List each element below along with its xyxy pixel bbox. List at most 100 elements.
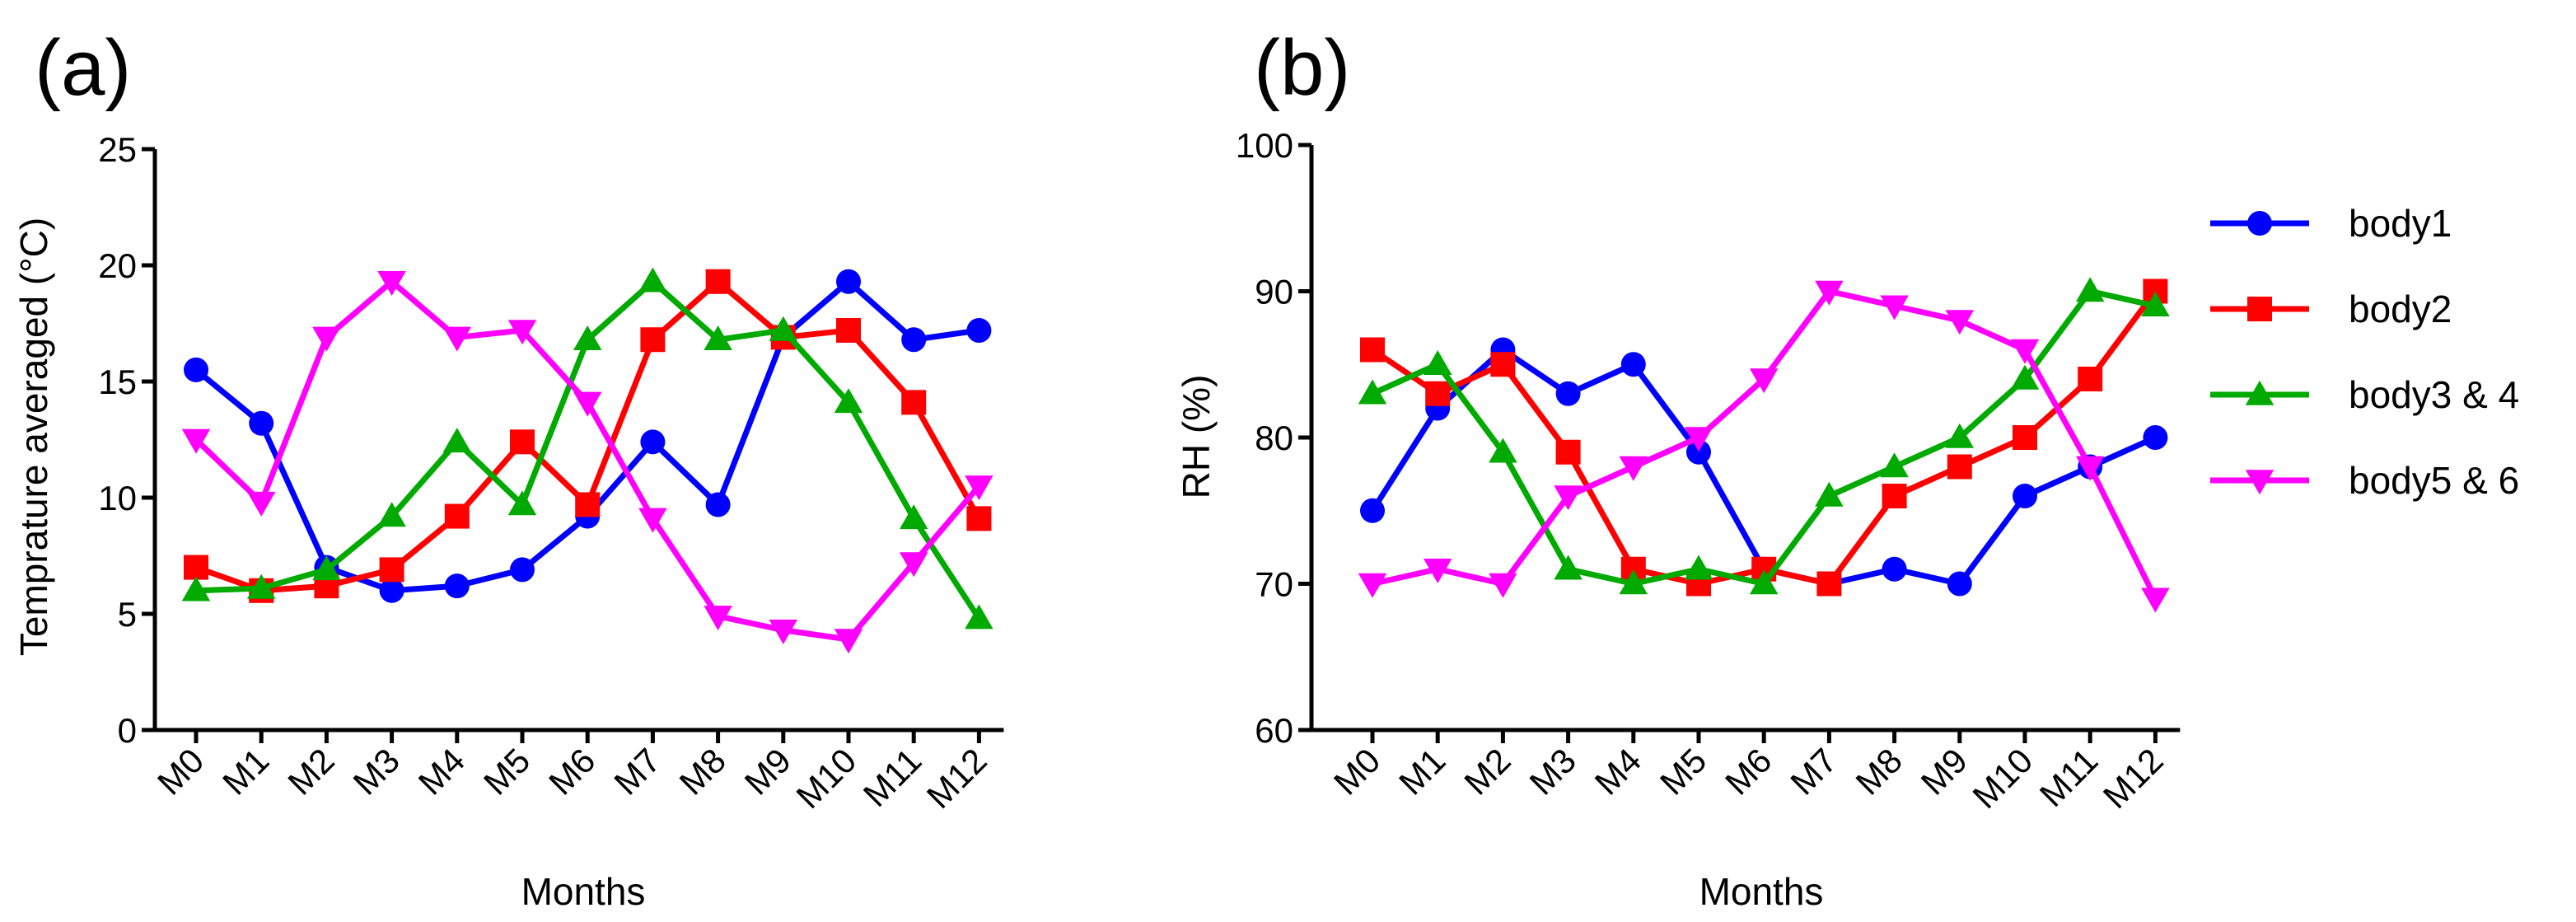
data-point-body5-6 [2141, 587, 2170, 613]
data-point-body5-6 [246, 491, 276, 517]
x-axis-label-a: Months [521, 870, 646, 913]
data-point-body5-6 [1358, 573, 1387, 598]
data-point-body1 [1947, 571, 1972, 597]
legend-label: body5 & 6 [2349, 459, 2519, 502]
data-point-body2 [1425, 381, 1451, 406]
data-point-body1 [1620, 352, 1646, 377]
x-tick-label: M1 [1391, 741, 1453, 803]
x-tick-label: M8 [1848, 741, 1910, 803]
data-point-body2 [1360, 337, 1385, 363]
data-point-body1 [1882, 556, 1907, 582]
x-tick-label: M12 [919, 741, 994, 816]
data-point-body5-6 [442, 326, 472, 352]
data-point-body2 [640, 327, 666, 353]
data-point-body5-6 [1684, 427, 1713, 452]
data-point-body1 [249, 410, 274, 436]
data-point-body5-6 [1619, 456, 1648, 481]
data-point-body3-4 [1423, 350, 1452, 375]
legend-swatch-marker [2245, 380, 2274, 405]
x-tick-label: M10 [1965, 741, 2040, 816]
x-tick-label: M9 [1914, 741, 1975, 803]
data-point-body5-6 [1749, 368, 1779, 394]
x-tick-label: M7 [606, 741, 668, 803]
data-point-body3-4 [507, 490, 537, 516]
legend-swatch-marker [2247, 297, 2272, 321]
data-point-body2 [379, 557, 404, 583]
data-point-body3-4 [1358, 379, 1387, 405]
data-point-body5-6 [965, 475, 993, 501]
x-tick-label: M11 [2032, 741, 2106, 814]
x-tick-label: M8 [671, 741, 733, 803]
series-line-body3-4-b [1371, 288, 2157, 587]
data-point-body1 [510, 557, 535, 583]
data-point-body2 [1555, 439, 1581, 465]
data-point-body3-4 [573, 325, 602, 350]
data-point-body5-6 [312, 326, 341, 352]
y-tick-label: 5 [118, 595, 137, 634]
data-point-body1 [444, 573, 470, 599]
data-point-body2 [2013, 425, 2037, 450]
data-point-body2 [2078, 367, 2103, 391]
data-point-body3-4 [1749, 569, 1779, 595]
legend-label: body3 & 4 [2349, 373, 2519, 416]
data-point-body5-6 [1489, 573, 1517, 598]
x-tick-label: M5 [1653, 741, 1714, 803]
data-point-body3-4 [2010, 364, 2040, 390]
x-tick-label: M0 [1326, 741, 1388, 803]
legend: body1 body2 body3 & 4 body5 & 6 [2210, 202, 2519, 502]
panel-label-a: (a) [35, 24, 131, 112]
x-tick-label: M6 [541, 741, 603, 803]
data-point-body2 [1947, 454, 1972, 480]
y-tick-label: 20 [98, 246, 137, 285]
data-point-body3-4 [442, 428, 472, 453]
data-point-body3-4 [1880, 452, 1909, 478]
data-point-body5-6 [834, 629, 863, 654]
data-point-body5-6 [1880, 295, 1909, 321]
data-point-body3-4 [181, 576, 211, 601]
x-tick-label: M12 [2096, 741, 2171, 816]
data-point-body3-4 [769, 316, 798, 341]
data-point-body2 [444, 503, 470, 529]
data-point-body5-6 [704, 606, 732, 631]
data-point-body3-4 [1619, 569, 1648, 595]
data-point-body3-4 [899, 504, 928, 530]
data-point-body2 [901, 390, 927, 415]
x-tick-label: M7 [1783, 741, 1844, 803]
data-point-body2 [575, 492, 601, 517]
data-point-body1 [901, 327, 927, 353]
panel-label-b: (b) [1254, 24, 1350, 112]
data-point-body3-4 [704, 325, 732, 350]
data-point-body1 [966, 317, 992, 343]
data-point-body3-4 [246, 573, 276, 599]
data-point-body2 [1490, 352, 1516, 377]
data-point-body2 [184, 555, 208, 580]
x-tick-label: M4 [1587, 741, 1649, 803]
data-point-body5-6 [507, 320, 537, 345]
data-point-body3-4 [1554, 555, 1583, 580]
data-point-body5-6 [1554, 485, 1583, 511]
y-tick-label: 90 [1255, 273, 1293, 311]
x-tick-label: M3 [345, 741, 407, 803]
legend-label: body1 [2349, 202, 2452, 245]
legend-item-body3-4: body3 & 4 [2210, 373, 2519, 416]
data-point-body3-4 [965, 604, 993, 629]
data-point-body3-4 [2141, 292, 2170, 316]
data-point-body5-6 [181, 428, 211, 454]
y-tick-label: 60 [1255, 711, 1293, 750]
legend-label: body2 [2349, 288, 2452, 330]
legend-swatch-marker [2245, 470, 2274, 495]
y-tick-label: 0 [118, 711, 137, 750]
data-point-body5-6 [1815, 280, 1844, 306]
data-point-body2 [1882, 484, 1907, 508]
data-point-body5-6 [769, 619, 798, 644]
series-line-body5-6-b [1372, 288, 2158, 600]
data-point-body2 [705, 269, 731, 294]
data-point-body1 [184, 357, 208, 382]
y-tick-label: 10 [98, 479, 137, 517]
data-point-body3-4 [1945, 423, 1975, 448]
data-point-body3-4 [1815, 481, 1844, 507]
